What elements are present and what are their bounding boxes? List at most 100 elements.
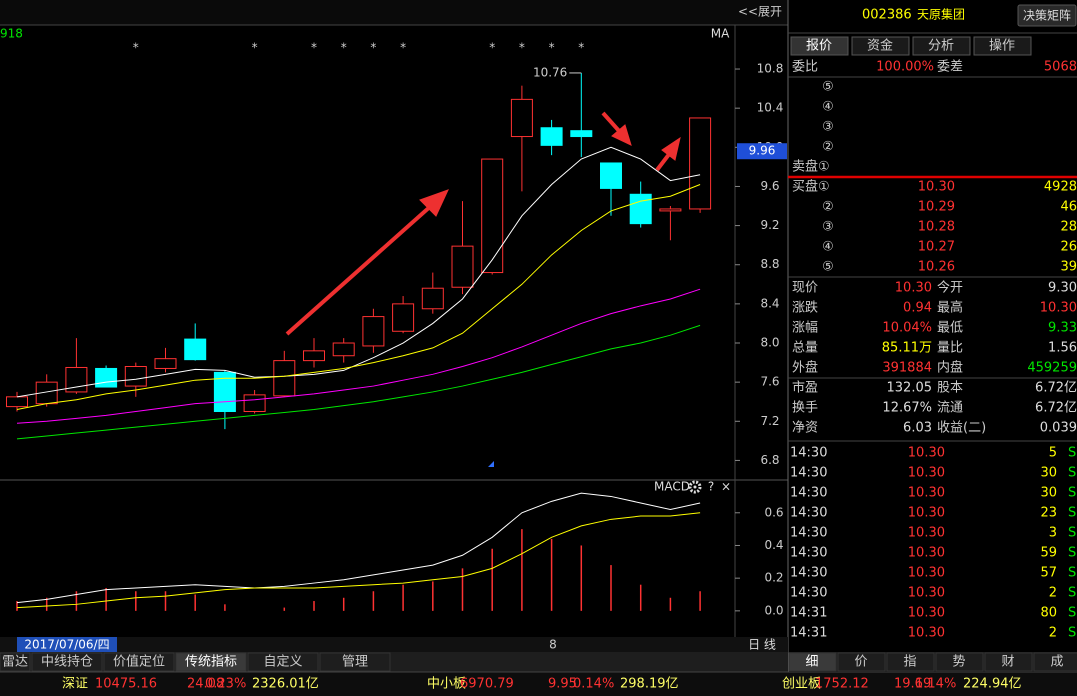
tick-side: S bbox=[1068, 566, 1076, 581]
tab-label[interactable]: 价值定位 bbox=[113, 654, 165, 670]
help-icon[interactable]: ? bbox=[708, 480, 714, 494]
ma-line bbox=[16, 324, 701, 440]
candle-body bbox=[629, 193, 652, 225]
expand-button[interactable]: <<展开 bbox=[738, 5, 782, 19]
tab-label[interactable]: 指 bbox=[903, 655, 916, 670]
candle-body bbox=[392, 303, 415, 332]
tick-volume: 23 bbox=[1040, 506, 1057, 521]
stat-label: 今开 bbox=[937, 280, 963, 296]
signal-marker: * bbox=[370, 41, 376, 55]
status-bar bbox=[0, 672, 1077, 696]
dif-line bbox=[16, 492, 701, 604]
close-icon[interactable]: × bbox=[721, 480, 731, 494]
button[interactable] bbox=[1017, 4, 1077, 27]
market-index: 1752.12 bbox=[815, 677, 869, 692]
tick-price: 10.30 bbox=[908, 466, 945, 481]
y-tick-label: 9.6 bbox=[760, 179, 779, 193]
stat-label: 总量 bbox=[792, 341, 818, 356]
stat-value: 10.30 bbox=[895, 281, 932, 296]
sell-level: ⑤ bbox=[822, 80, 834, 95]
tick-side: S bbox=[1068, 606, 1076, 621]
tab-label[interactable]: 细 bbox=[805, 655, 818, 670]
tab-label[interactable]: 资金 bbox=[867, 38, 893, 54]
tab-label[interactable]: 自定义 bbox=[263, 655, 302, 670]
signal-marker: * bbox=[489, 41, 495, 55]
current-price-box bbox=[737, 143, 787, 160]
tick-price: 10.30 bbox=[908, 486, 945, 501]
stock-name: 天原集团 bbox=[917, 7, 965, 22]
tab-label[interactable]: 传统指标 bbox=[185, 655, 237, 670]
volume: 39 bbox=[1060, 260, 1077, 275]
signal-marker: * bbox=[578, 41, 584, 55]
tab-label[interactable]: 财 bbox=[1001, 655, 1014, 670]
tab[interactable] bbox=[837, 652, 886, 672]
y-tick-label: 10.4 bbox=[757, 101, 784, 115]
stat-value: 85.11万 bbox=[882, 341, 932, 356]
tab[interactable] bbox=[103, 652, 175, 672]
tick-volume: 2 bbox=[1049, 626, 1057, 641]
buy-level: 买盘① bbox=[792, 179, 830, 195]
tab[interactable] bbox=[973, 36, 1032, 56]
tick-side: S bbox=[1068, 626, 1076, 641]
tab[interactable] bbox=[31, 652, 103, 672]
tick-time: 14:30 bbox=[790, 506, 827, 521]
tab-label[interactable]: 成 bbox=[1050, 655, 1063, 670]
tab-label[interactable]: 操作 bbox=[989, 38, 1015, 54]
y-tick-label: 9.2 bbox=[760, 218, 779, 232]
tick-price: 10.30 bbox=[908, 446, 945, 461]
tab[interactable] bbox=[851, 36, 910, 56]
date-bar bbox=[0, 637, 788, 652]
code-fragment: 918 bbox=[0, 27, 23, 41]
cursor-label: 8 bbox=[549, 638, 557, 652]
tab-label[interactable]: 管理 bbox=[342, 655, 368, 670]
stat-label: 最高 bbox=[937, 300, 963, 316]
tab[interactable] bbox=[984, 652, 1033, 672]
stat-label: 股本 bbox=[937, 381, 963, 396]
candle-body bbox=[332, 342, 355, 357]
market-name: 中小板 bbox=[427, 677, 466, 692]
price: 10.27 bbox=[918, 240, 955, 255]
candle-body bbox=[570, 130, 593, 138]
signal-marker: * bbox=[133, 41, 139, 55]
tab[interactable] bbox=[886, 652, 935, 672]
price: 10.28 bbox=[918, 220, 955, 235]
price: 10.29 bbox=[918, 200, 955, 215]
tab[interactable] bbox=[935, 652, 984, 672]
tab-label[interactable]: 中线持仓 bbox=[41, 655, 93, 670]
y-tick-label: 8.4 bbox=[760, 296, 779, 310]
tick-price: 10.30 bbox=[908, 626, 945, 641]
tab-label[interactable]: 雷达 bbox=[2, 655, 28, 670]
tab-label[interactable]: 价 bbox=[854, 655, 867, 670]
settings-icon[interactable] bbox=[688, 480, 702, 494]
stat-value: 132.05 bbox=[887, 381, 933, 396]
tab[interactable] bbox=[912, 36, 971, 56]
tab[interactable] bbox=[790, 36, 849, 56]
tab[interactable] bbox=[1033, 652, 1077, 672]
button-label[interactable]: 决策矩阵 bbox=[1023, 9, 1071, 23]
tick-time: 14:30 bbox=[790, 526, 827, 541]
candle-body bbox=[659, 208, 682, 212]
tab[interactable] bbox=[175, 652, 247, 672]
y-tick-label: 0.0 bbox=[764, 603, 783, 617]
tab-label[interactable]: 分析 bbox=[928, 39, 954, 54]
label: 委差 bbox=[937, 60, 963, 75]
tick-price: 10.30 bbox=[908, 526, 945, 541]
y-tick-label: 8.8 bbox=[760, 257, 779, 271]
stat-label: 收益(二) bbox=[937, 421, 986, 436]
y-tick-label: 6.8 bbox=[760, 453, 779, 467]
stock-code: 002386 bbox=[862, 8, 912, 23]
market-amount: 2326.01亿 bbox=[252, 677, 319, 692]
y-tick-label: 10.8 bbox=[757, 62, 784, 76]
tick-volume: 5 bbox=[1049, 446, 1057, 461]
tab-label[interactable]: 报价 bbox=[806, 39, 832, 54]
tab[interactable] bbox=[319, 652, 391, 672]
label: 委比 bbox=[792, 60, 818, 75]
tab[interactable] bbox=[788, 652, 837, 672]
ma-line bbox=[16, 146, 701, 398]
tab[interactable] bbox=[0, 652, 31, 672]
period-button[interactable]: 日 线 bbox=[748, 638, 776, 652]
signal-marker: * bbox=[311, 41, 317, 55]
tab-label[interactable]: 势 bbox=[952, 654, 965, 670]
tab[interactable] bbox=[247, 652, 319, 672]
y-tick-label: 7.2 bbox=[760, 414, 779, 428]
